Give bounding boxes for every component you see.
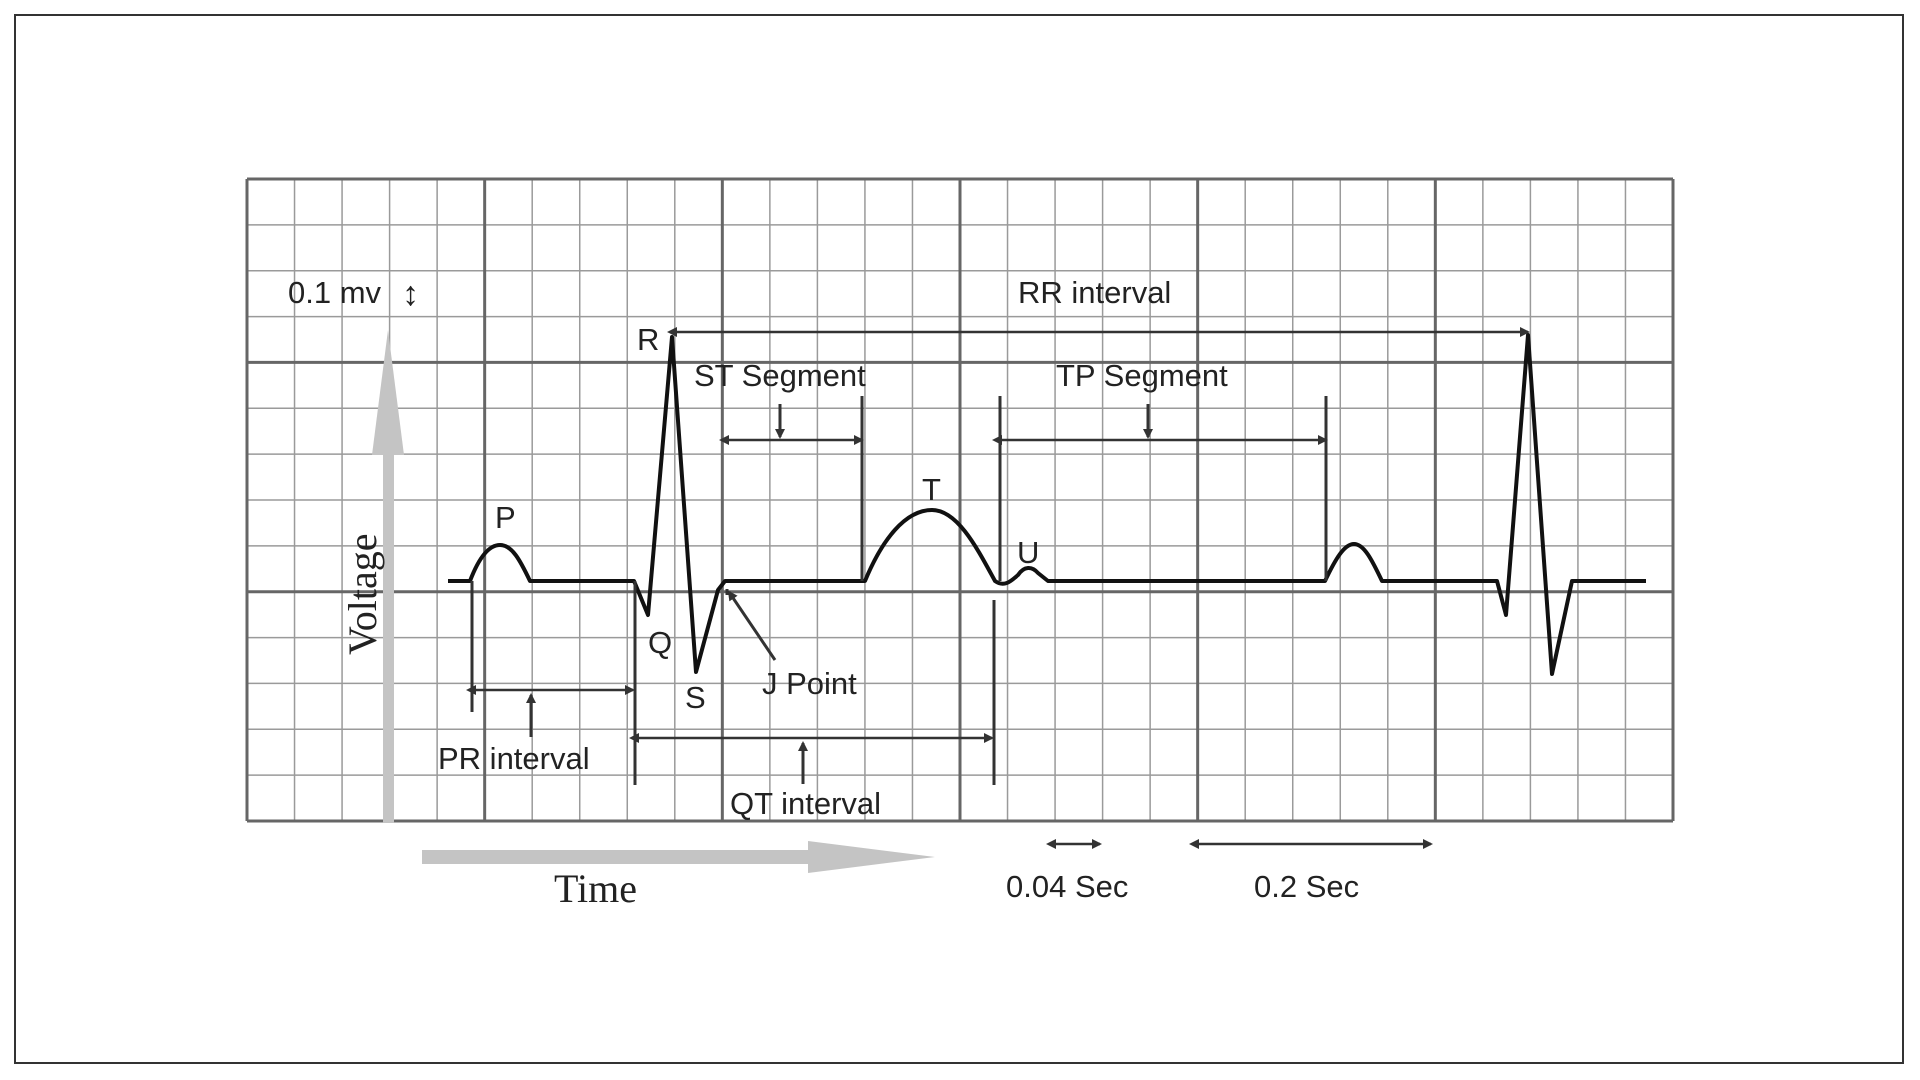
qt-interval-label: QT interval (730, 786, 881, 821)
r-wave-label: R (637, 322, 659, 357)
j-point-pointer-arrow (727, 590, 777, 661)
q-wave-label: Q (648, 625, 672, 660)
j-point-label: J Point (762, 666, 857, 701)
p-wave-label: P (495, 500, 516, 535)
small-box-scale-label: 0.04 Sec (1006, 869, 1128, 904)
large-box-scale-label: 0.2 Sec (1254, 869, 1359, 904)
u-wave-label: U (1017, 535, 1039, 570)
measurement-arrows (466, 327, 1530, 849)
pointer-arrows (526, 404, 1153, 784)
ecg-trace (448, 333, 1646, 676)
rr-interval-label: RR interval (1018, 275, 1171, 310)
st-segment-label: ST Segment (694, 358, 866, 393)
time-axis-arrow (422, 841, 935, 873)
t-wave-label: T (922, 472, 941, 507)
voltage-axis-label: Voltage (340, 534, 385, 655)
time-axis-label: Time (554, 866, 637, 911)
tp-segment-label: TP Segment (1056, 358, 1228, 393)
pr-interval-label: PR interval (438, 741, 590, 776)
scale-voltage-arrow-glyph: ↕ (402, 275, 419, 313)
voltage-axis-arrow (372, 330, 404, 823)
ecg-grid-major (245, 177, 1675, 823)
s-wave-label: S (685, 680, 706, 715)
scale-voltage-label: 0.1 mv (288, 275, 382, 310)
labels: 0.1 mv ↕ RR interval R ST Segment TP Seg… (288, 275, 1359, 911)
figure-frame (14, 14, 1904, 1064)
